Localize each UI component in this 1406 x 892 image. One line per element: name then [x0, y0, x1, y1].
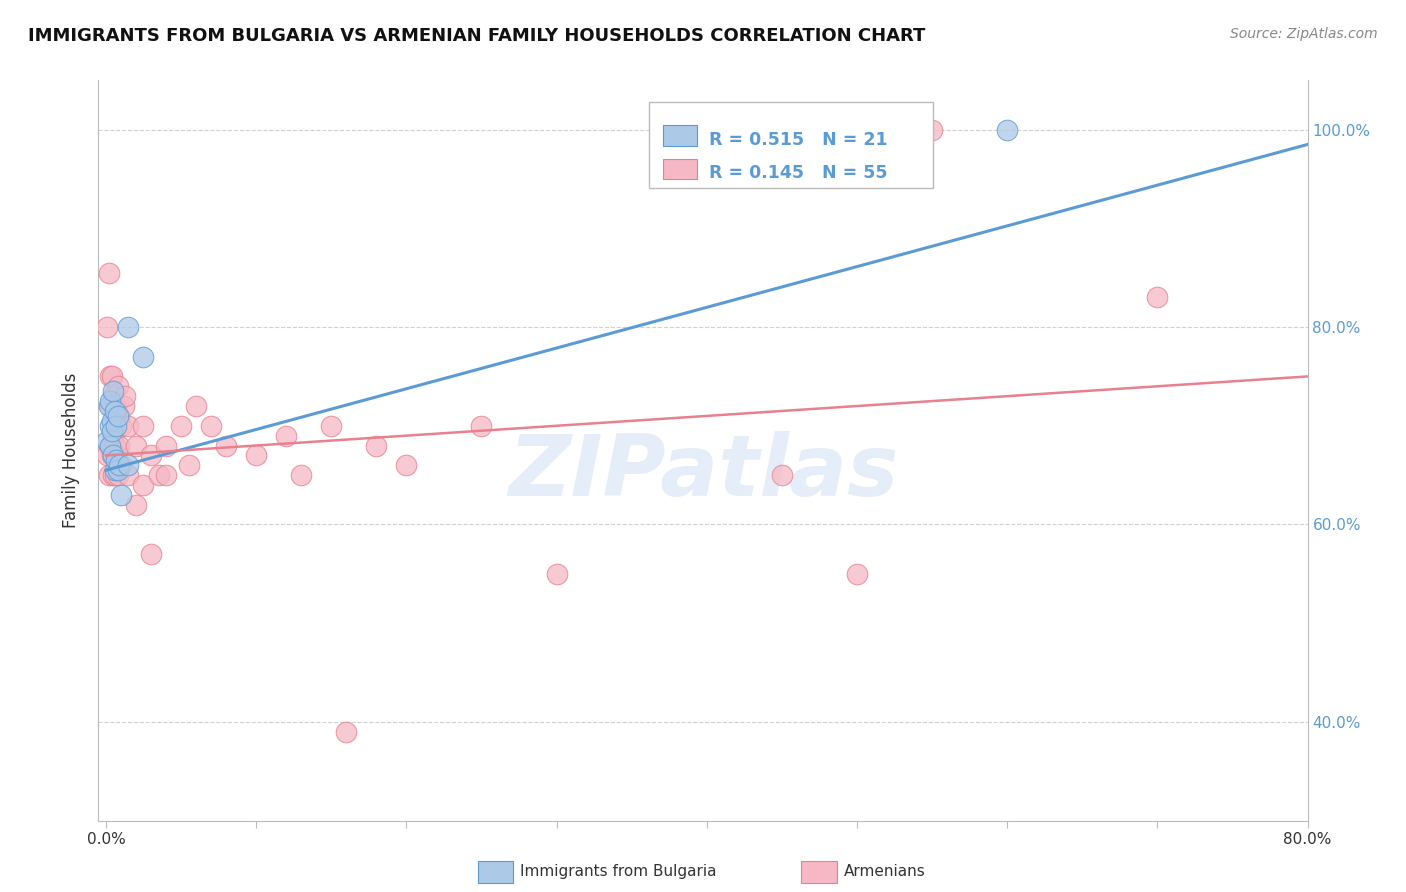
Point [105, 449, 128, 463]
Point [125, 498, 148, 512]
Point [184, 399, 207, 413]
Point [245, 449, 267, 463]
Point [546, 566, 568, 581]
Point [100, 394, 122, 409]
Point [395, 458, 418, 473]
Point [770, 468, 793, 483]
Point [117, 468, 139, 483]
Point [846, 566, 869, 581]
Point [470, 418, 492, 433]
Point [97, 468, 120, 483]
Point [921, 122, 943, 136]
Point [290, 468, 312, 483]
Point [101, 414, 124, 428]
Point [132, 418, 155, 433]
Point [132, 478, 155, 492]
Point [107, 463, 129, 477]
Point [105, 453, 128, 467]
Point [101, 449, 124, 463]
Point [105, 418, 128, 433]
Point [139, 547, 162, 561]
Point [155, 468, 177, 483]
Point [112, 399, 135, 413]
Point [103, 428, 125, 442]
FancyBboxPatch shape [664, 126, 697, 146]
Point [96, 449, 118, 463]
Point [215, 438, 238, 452]
Point [114, 389, 136, 403]
Text: R = 0.145   N = 55: R = 0.145 N = 55 [709, 164, 887, 182]
Point [104, 409, 127, 423]
Point [103, 389, 125, 403]
Point [100, 418, 122, 433]
Text: R = 0.515   N = 21: R = 0.515 N = 21 [709, 130, 887, 149]
FancyBboxPatch shape [664, 159, 697, 179]
Point [97, 399, 120, 413]
Point [148, 468, 170, 483]
Point [139, 449, 162, 463]
Point [100, 399, 122, 413]
Point [321, 418, 343, 433]
Y-axis label: Family Households: Family Households [62, 373, 80, 528]
Point [200, 418, 222, 433]
Point [108, 409, 131, 423]
Point [366, 438, 388, 452]
Text: IMMIGRANTS FROM BULGARIA VS ARMENIAN FAMILY HOUSEHOLDS CORRELATION CHART: IMMIGRANTS FROM BULGARIA VS ARMENIAN FAM… [28, 27, 925, 45]
Point [96, 320, 118, 334]
Point [107, 379, 129, 393]
Point [104, 468, 127, 483]
Point [110, 488, 132, 502]
Point [117, 418, 139, 433]
Point [103, 384, 125, 399]
FancyBboxPatch shape [648, 103, 932, 187]
Point [170, 418, 193, 433]
Point [101, 424, 124, 438]
Text: ZIPatlas: ZIPatlas [508, 431, 898, 514]
Point [1146, 290, 1168, 304]
Point [108, 458, 131, 473]
Point [103, 449, 125, 463]
Point [104, 438, 127, 452]
Point [117, 458, 139, 473]
Point [125, 438, 148, 452]
Point [177, 458, 200, 473]
Point [108, 438, 131, 452]
Text: Immigrants from Bulgaria: Immigrants from Bulgaria [520, 864, 717, 879]
Point [276, 428, 298, 442]
Point [155, 438, 177, 452]
Point [97, 266, 120, 280]
Point [995, 122, 1018, 136]
Point [107, 468, 129, 483]
Point [96, 434, 118, 448]
Point [101, 369, 124, 384]
Point [100, 369, 122, 384]
Point [100, 438, 122, 452]
Point [132, 350, 155, 364]
Point [104, 404, 127, 418]
Point [110, 418, 132, 433]
Point [100, 438, 122, 452]
Text: Armenians: Armenians [844, 864, 925, 879]
Point [105, 399, 128, 413]
Text: Source: ZipAtlas.com: Source: ZipAtlas.com [1230, 27, 1378, 41]
Point [335, 724, 357, 739]
Point [107, 409, 129, 423]
Point [110, 458, 132, 473]
Point [103, 468, 125, 483]
Point [117, 320, 139, 334]
Point [105, 418, 128, 433]
Point [104, 463, 127, 477]
